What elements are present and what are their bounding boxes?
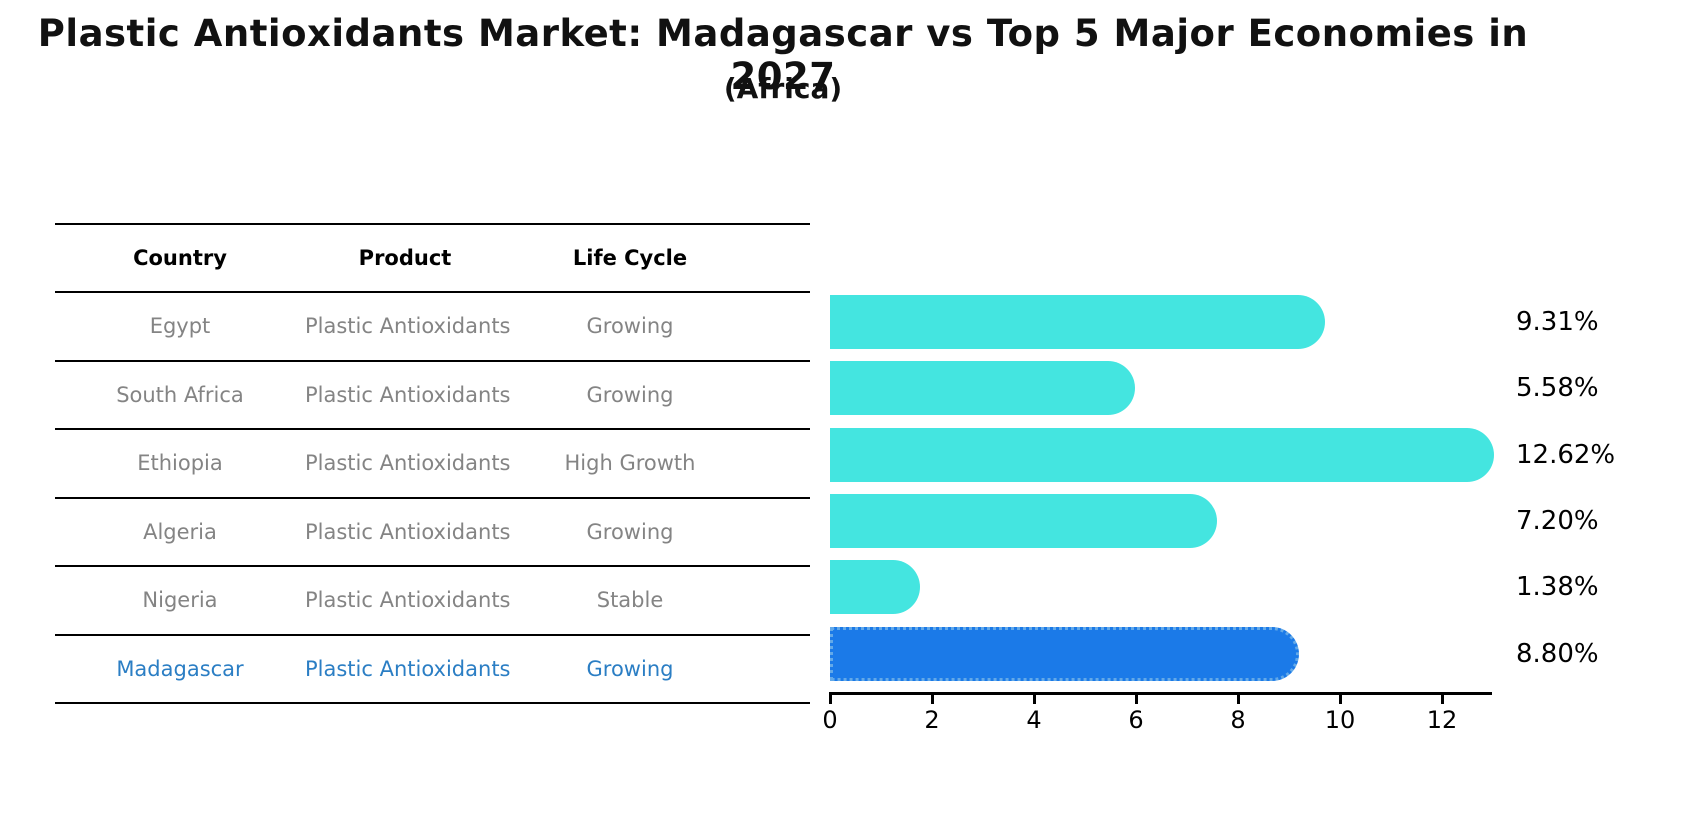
cell-lifecycle: Growing: [586, 656, 674, 681]
cell-country: Nigeria: [142, 588, 218, 613]
cell-lifecycle: High Growth: [564, 451, 696, 476]
table-row-nigeria: Nigeria Plastic Antioxidants Stable: [55, 567, 810, 636]
bar-ethiopia: [830, 428, 1494, 482]
table-row-south-africa: South Africa Plastic Antioxidants Growin…: [55, 362, 810, 430]
country-table: Country Product Life Cycle Egypt Plastic…: [55, 223, 810, 704]
x-tick-label: 4: [1026, 706, 1042, 734]
cell-product: Plastic Antioxidants: [305, 588, 511, 613]
column-header-country: Country: [133, 246, 227, 270]
value-label-south-africa: 5.58%: [1516, 373, 1599, 403]
value-label-algeria: 7.20%: [1516, 506, 1599, 536]
chart-subtitle: (Africa): [723, 72, 843, 105]
cell-lifecycle: Growing: [586, 519, 674, 544]
value-label-egypt: 9.31%: [1516, 307, 1599, 337]
bar-row: [830, 361, 1135, 415]
table-header-row: Country Product Life Cycle: [55, 225, 810, 293]
cell-product: Plastic Antioxidants: [305, 519, 511, 544]
bar-south-africa: [830, 361, 1135, 415]
cell-country: Egypt: [149, 314, 211, 339]
x-axis-line: [830, 692, 1492, 695]
x-tick-label: 6: [1128, 706, 1144, 734]
table-row-ethiopia: Ethiopia Plastic Antioxidants High Growt…: [55, 430, 810, 499]
axis-tick: [1135, 692, 1138, 704]
axis-tick: [1339, 692, 1342, 704]
bar-row: [830, 560, 921, 614]
axis-tick: [1033, 692, 1036, 704]
cell-product: Plastic Antioxidants: [305, 451, 511, 476]
table-row-egypt: Egypt Plastic Antioxidants Growing: [55, 293, 810, 362]
axis-tick: [1441, 692, 1444, 704]
bar-row: [830, 428, 1494, 482]
cell-product: Plastic Antioxidants: [305, 656, 511, 681]
cell-country: South Africa: [116, 382, 244, 407]
cell-country: Ethiopia: [137, 451, 223, 476]
column-header-product: Product: [358, 246, 452, 270]
cell-lifecycle: Growing: [586, 382, 674, 407]
table-row-algeria: Algeria Plastic Antioxidants Growing: [55, 499, 810, 567]
table-row-madagascar: Madagascar Plastic Antioxidants Growing: [55, 636, 810, 704]
cell-product: Plastic Antioxidants: [305, 314, 511, 339]
x-tick-label: 8: [1230, 706, 1246, 734]
x-tick-label: 0: [822, 706, 838, 734]
bar-row: [830, 494, 1218, 548]
bar-madagascar: [830, 627, 1299, 681]
cell-product: Plastic Antioxidants: [305, 382, 511, 407]
chart-title: Plastic Antioxidants Market: Madagascar …: [37, 12, 1529, 98]
axis-tick: [1237, 692, 1240, 704]
x-tick-label: 2: [924, 706, 940, 734]
cell-lifecycle: Growing: [586, 314, 674, 339]
value-label-madagascar: 8.80%: [1516, 639, 1599, 669]
bar-row: [830, 295, 1325, 349]
bar-row: [830, 627, 1299, 681]
bar-egypt: [830, 295, 1325, 349]
bar-nigeria: [830, 560, 921, 614]
cell-country: Algeria: [143, 519, 217, 544]
x-tick-label: 12: [1426, 706, 1458, 734]
column-header-lifecycle: Life Cycle: [572, 246, 688, 270]
bar-algeria: [830, 494, 1218, 548]
axis-tick: [829, 692, 832, 704]
x-tick-label: 10: [1324, 706, 1356, 734]
axis-tick: [931, 692, 934, 704]
cell-country: Madagascar: [116, 656, 244, 681]
value-label-nigeria: 1.38%: [1516, 572, 1599, 602]
cell-lifecycle: Stable: [596, 588, 664, 613]
value-label-ethiopia: 12.62%: [1516, 440, 1616, 470]
